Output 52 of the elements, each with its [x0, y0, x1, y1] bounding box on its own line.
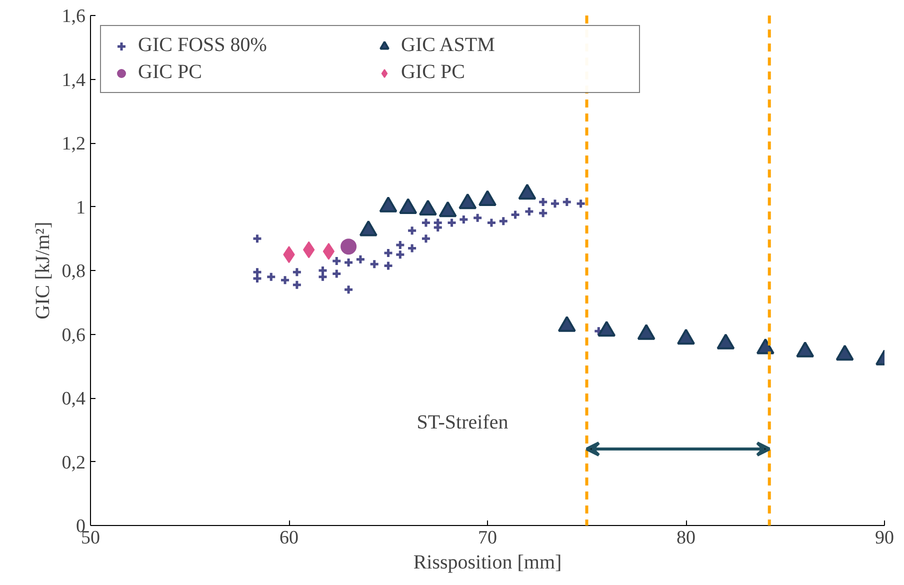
point — [340, 238, 357, 255]
point — [383, 260, 394, 271]
x-tick-label: 60 — [280, 528, 298, 548]
legend-label: GIC PC — [138, 61, 203, 84]
point — [498, 216, 509, 226]
point — [331, 268, 342, 279]
point — [394, 240, 406, 250]
legend-label: GIC PC — [401, 61, 466, 84]
point — [486, 217, 497, 228]
point — [510, 209, 521, 220]
point — [420, 233, 432, 244]
point — [355, 254, 366, 265]
point — [266, 272, 276, 282]
point — [420, 217, 432, 228]
x-tick-label: 80 — [676, 528, 696, 548]
y-tick-label: 1 — [76, 197, 86, 218]
point — [538, 208, 548, 218]
point — [576, 198, 586, 209]
y-tick-label: 0,2 — [62, 452, 86, 474]
point — [292, 266, 302, 278]
legend-label: GIC ASTM — [401, 34, 496, 57]
y-tick-label: 1,6 — [62, 6, 86, 27]
y-tick-label: 1,4 — [62, 70, 86, 91]
point — [252, 233, 262, 244]
point — [406, 242, 418, 254]
point — [472, 212, 483, 224]
point — [394, 249, 406, 260]
point — [383, 248, 394, 258]
point — [406, 225, 418, 236]
point — [280, 274, 290, 286]
y-tick-label: 0,4 — [62, 388, 86, 410]
point — [562, 196, 572, 208]
point — [458, 214, 469, 225]
x-tick-label: 90 — [875, 528, 894, 548]
annotation: ST-Streifen — [416, 412, 508, 434]
y-tick-label: 0,8 — [62, 261, 86, 282]
point — [538, 196, 548, 208]
point — [524, 206, 534, 217]
y-tick-label: 1,2 — [62, 134, 86, 154]
point — [322, 242, 335, 260]
point — [292, 280, 302, 290]
point — [446, 217, 458, 228]
x-axis-title: Rissposition [mm] — [413, 552, 562, 574]
point — [550, 198, 560, 209]
y-axis-title: GIC [kJ/m²] — [32, 222, 54, 320]
x-tick-label: 70 — [478, 528, 497, 548]
point — [343, 257, 354, 268]
legend-label: GIC FOSS 80% — [138, 34, 268, 57]
point — [369, 258, 380, 270]
point — [331, 256, 342, 266]
point — [343, 284, 354, 295]
y-tick-label: 0,6 — [62, 324, 86, 346]
